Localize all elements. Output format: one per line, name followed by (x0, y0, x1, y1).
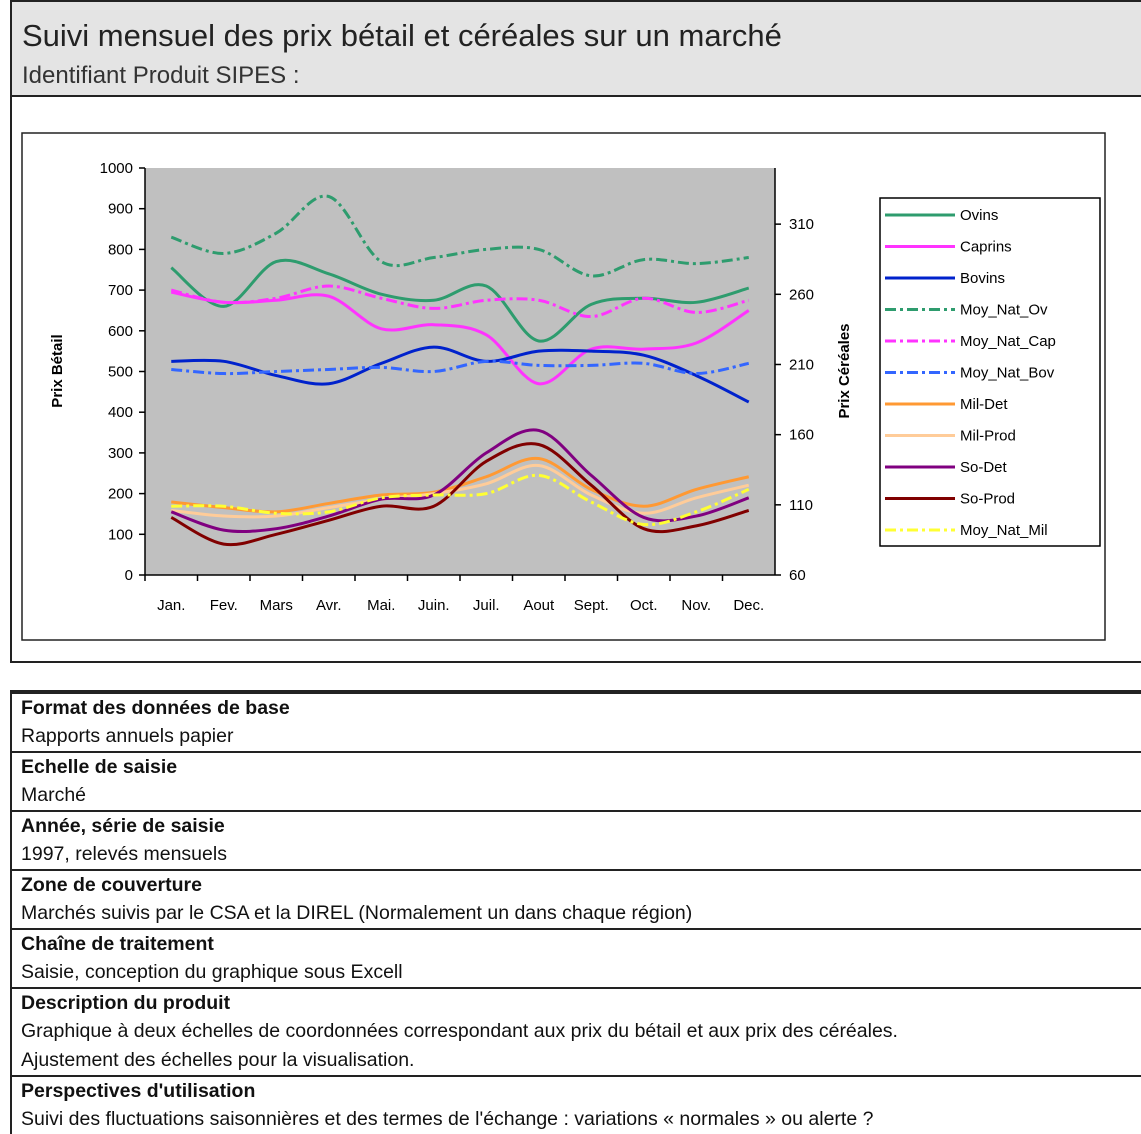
section-label: Format des données de base (12, 692, 1141, 722)
y-tick-label: 0 (125, 567, 133, 584)
x-tick-label: Juil. (473, 597, 500, 614)
y2-tick-label: 60 (789, 567, 806, 584)
y-tick-label: 200 (108, 486, 133, 503)
legend-label: Caprins (960, 239, 1012, 256)
y-tick-label: 600 (108, 323, 133, 340)
y2-axis-label: Prix Céréales (836, 323, 853, 418)
series-line (171, 456, 750, 514)
series-line (171, 359, 750, 376)
x-tick-label: Sept. (574, 597, 609, 614)
x-tick-label: Avr. (316, 597, 342, 614)
series-line (170, 284, 750, 319)
y-tick-label: 100 (108, 526, 133, 543)
legend-label: Moy_Nat_Ov (960, 302, 1048, 319)
section-text: Ajustement des échelles pour la visualis… (21, 1049, 415, 1071)
legend-label: Mil-Prod (960, 428, 1016, 445)
section-label: Description du produit (12, 987, 1141, 1017)
legend (879, 197, 1101, 547)
x-tick-label: Aout (523, 597, 555, 614)
x-tick-label: Mars (260, 597, 293, 614)
section-text: Saisie, conception du graphique sous Exc… (21, 961, 403, 983)
series-line (170, 428, 750, 533)
y2-tick-label: 210 (789, 356, 814, 373)
y2-tick-label: 110 (789, 497, 813, 514)
y-tick-label: 1000 (100, 160, 133, 177)
y-tick-label: 400 (108, 404, 133, 421)
y-tick-label: 800 (108, 241, 133, 258)
x-tick-label: Dec. (733, 597, 764, 614)
legend-label: So-Prod (960, 491, 1015, 508)
sections: Format des données de base Rapports annue… (10, 690, 1141, 1134)
chart: Prix Bétail Prix Céréales 0 100 200 300 400 5… (21, 132, 1106, 641)
y-tick-label: 700 (108, 282, 133, 299)
x-tick-label: Fev. (210, 597, 238, 614)
section-text: 1997, relevés mensuels (21, 843, 227, 865)
section-label: Zone de couverture (12, 869, 1141, 899)
series-line (171, 473, 750, 527)
legend-label: Moy_Nat_Mil (960, 522, 1048, 539)
section-label: Perspectives d'utilisation (12, 1075, 1141, 1105)
series-line (170, 194, 749, 278)
subtitle: Identifiant Produit SIPES : (22, 62, 300, 89)
series-line (171, 345, 750, 404)
chart-box (10, 97, 1141, 663)
section-label: Echelle de saisie (12, 751, 1141, 781)
legend-label: Moy_Nat_Cap (960, 333, 1056, 350)
y-axis-label: Prix Bétail (49, 334, 66, 407)
title: Suivi mensuel des prix bétail et céréale… (22, 18, 782, 53)
section-text: Rapports annuels papier (21, 725, 234, 747)
x-tick-label: Mai. (367, 597, 395, 614)
legend-label: So-Det (960, 459, 1008, 476)
y2-tick-label: 160 (789, 427, 814, 444)
section-text: Marché (21, 784, 87, 806)
y-tick-label: 500 (108, 364, 133, 381)
legend-label: Bovins (960, 270, 1005, 287)
legend-label: Mil-Det (960, 396, 1008, 413)
series-line (170, 442, 750, 547)
series-line (170, 290, 750, 386)
y2-tick-label: 260 (789, 286, 814, 303)
y-tick-label: 900 (108, 201, 133, 218)
legend-label: Ovins (960, 207, 998, 224)
header: Suivi mensuel des prix bétail et céréale… (10, 0, 1141, 97)
series-line (171, 464, 750, 519)
x-tick-label: Nov. (681, 597, 711, 614)
y2-tick-label: 310 (789, 216, 814, 233)
section-text: Graphique à deux échelles de coordonnées… (21, 1020, 898, 1042)
section-text: Marchés suivis par le CSA et la DIREL (N… (21, 902, 693, 924)
x-tick-label: Oct. (630, 597, 658, 614)
legend-label: Moy_Nat_Bov (960, 365, 1055, 382)
section-label: Chaîne de traitement (12, 928, 1141, 958)
y-tick-label: 300 (108, 445, 133, 462)
x-tick-label: Juin. (418, 597, 450, 614)
x-tick-label: Jan. (157, 597, 185, 614)
section-label: Année, série de saisie (12, 810, 1141, 840)
section-text: Suivi des fluctuations saisonnières et d… (21, 1108, 874, 1130)
